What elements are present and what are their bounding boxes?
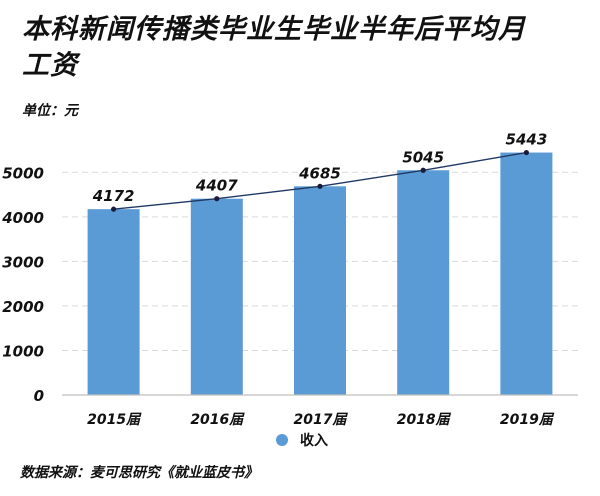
legend-label: 收入 — [300, 433, 328, 449]
x-tick-label: 2017届 — [294, 412, 349, 428]
y-tick-label: 4000 — [1, 209, 44, 227]
x-tick-label: 2015届 — [87, 412, 142, 428]
trend-point — [111, 206, 117, 212]
legend-marker — [276, 434, 288, 446]
x-tick-label: 2016届 — [190, 412, 245, 428]
bar — [294, 186, 346, 395]
data-label: 5045 — [402, 148, 444, 166]
gridlines — [62, 171, 578, 351]
data-label: 4685 — [298, 164, 341, 182]
bars — [87, 152, 553, 395]
y-tick-label: 0 — [34, 387, 44, 405]
bar — [397, 170, 450, 395]
trend-line-group — [111, 149, 530, 212]
trend-point — [420, 167, 426, 173]
x-tick-label: 2019届 — [500, 412, 555, 428]
y-tick-label: 1000 — [2, 342, 44, 360]
data-label: 4172 — [92, 187, 135, 205]
data-labels: 4172 4407 4685 5045 5443 — [92, 131, 548, 206]
bar — [500, 152, 553, 395]
bar — [190, 198, 243, 395]
source-note: 数据来源：麦可思研究《就业蓝皮书》 — [20, 465, 258, 481]
trend-point — [214, 196, 220, 202]
chart-title: 本科新闻传播类毕业生毕业半年后平均月工资 — [22, 14, 526, 81]
y-tick-label: 2000 — [2, 298, 44, 316]
y-tick-label: 3000 — [2, 253, 44, 271]
axes: 0 1000 2000 3000 4000 5000 2015届 2016届 2017届 2018… — [1, 164, 578, 428]
bar — [87, 209, 140, 395]
x-tick-label: 2018届 — [397, 412, 452, 428]
data-label: 4407 — [195, 177, 238, 195]
trend-point — [523, 149, 530, 156]
data-label: 5443 — [506, 131, 548, 149]
legend: 收入 — [276, 430, 328, 450]
unit-label: 单位：元 — [22, 103, 78, 119]
trend-point — [317, 183, 323, 189]
y-tick-label: 5000 — [2, 164, 44, 182]
